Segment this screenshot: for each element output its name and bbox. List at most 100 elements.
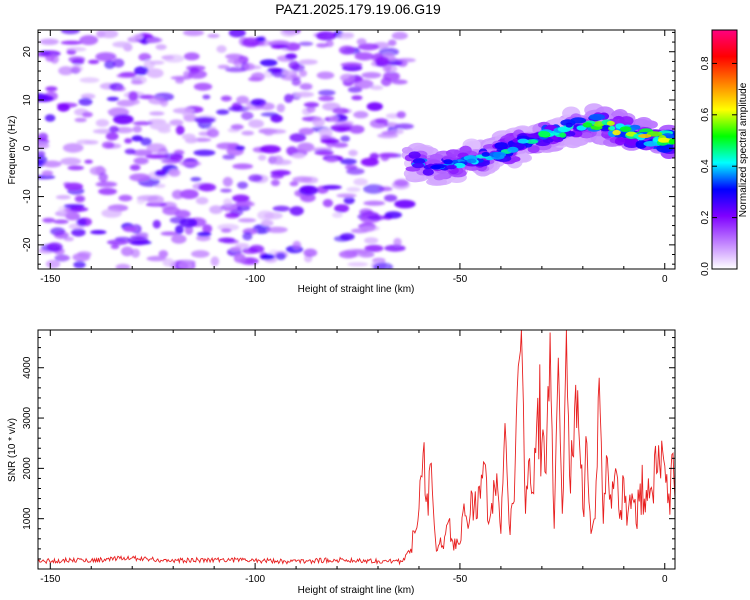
- noise-blob: [339, 233, 355, 241]
- noise-blob: [340, 32, 355, 38]
- signal-blob: [494, 142, 509, 150]
- noise-blob: [80, 93, 96, 100]
- noise-blob: [353, 111, 369, 119]
- signal-blob: [481, 152, 490, 157]
- noise-blob: [161, 55, 175, 60]
- noise-blob: [158, 250, 169, 258]
- noise-blob: [171, 189, 184, 200]
- noise-blob: [177, 260, 193, 269]
- colorbar-tick-label: 0.2: [700, 210, 711, 224]
- noise-blob: [217, 64, 230, 69]
- noise-blob: [124, 148, 136, 155]
- noise-blob: [185, 137, 198, 144]
- spectrogram-x-tick-label: -50: [453, 274, 468, 285]
- noise-blob: [38, 174, 56, 180]
- noise-blob: [38, 155, 48, 165]
- noise-blob: [45, 259, 61, 269]
- noise-blob: [145, 154, 168, 159]
- noise-blob: [291, 153, 306, 159]
- noise-blob: [95, 119, 110, 127]
- noise-blob: [66, 46, 87, 52]
- noise-blob: [361, 72, 382, 79]
- signal-blob: [525, 139, 539, 144]
- noise-blob: [216, 109, 230, 115]
- noise-blob: [129, 164, 141, 171]
- noise-blob: [131, 149, 153, 157]
- noise-blob: [74, 117, 87, 123]
- noise-blob: [224, 212, 240, 219]
- noise-blob: [195, 196, 209, 205]
- noise-blob: [170, 75, 192, 80]
- signal-blob: [657, 137, 671, 143]
- noise-blob: [132, 121, 153, 126]
- signal-blob: [445, 149, 462, 157]
- noise-blob: [303, 102, 319, 108]
- noise-blob: [38, 52, 53, 57]
- noise-blob: [146, 255, 167, 262]
- snr-x-tick-label: 0: [662, 574, 668, 585]
- noise-blob: [259, 59, 278, 67]
- noise-blob: [160, 231, 178, 236]
- signal-blob: [619, 126, 632, 132]
- noise-blob: [193, 82, 213, 91]
- noise-blob: [100, 30, 119, 39]
- signal-blob: [656, 143, 674, 153]
- noise-blob: [244, 105, 265, 111]
- noise-blob: [272, 205, 290, 212]
- noise-blob: [298, 41, 314, 46]
- noise-blob: [340, 62, 363, 68]
- noise-blob: [55, 195, 71, 200]
- noise-blob: [42, 160, 62, 168]
- noise-blob: [77, 251, 92, 258]
- noise-blob: [353, 178, 368, 186]
- noise-blob: [92, 128, 115, 134]
- colorbar-gradient: [711, 29, 738, 270]
- noise-blob: [346, 168, 365, 175]
- noise-blob: [298, 59, 318, 65]
- noise-blob: [233, 58, 243, 67]
- noise-blob: [168, 168, 181, 177]
- noise-blob: [79, 77, 100, 83]
- noise-blob: [280, 30, 298, 37]
- noise-blob: [318, 89, 336, 96]
- noise-blob: [184, 225, 194, 235]
- noise-blob: [264, 212, 283, 220]
- noise-blob: [115, 86, 126, 92]
- noise-blob: [322, 199, 334, 208]
- spectrogram-x-tick-label: -150: [40, 274, 60, 285]
- noise-blob: [270, 179, 280, 187]
- noise-blob: [336, 193, 357, 198]
- colorbar: 0.0 0.2 0.4 0.6 0.8 Normalized spectral ampl…: [700, 29, 749, 276]
- noise-blob: [381, 130, 396, 136]
- noise-blob: [130, 80, 143, 85]
- noise-blob-layer: [38, 30, 416, 269]
- noise-blob: [298, 127, 314, 136]
- noise-blob: [44, 114, 56, 122]
- noise-blob: [391, 31, 408, 40]
- snr-y-label: SNR (10 * v/v): [7, 418, 18, 482]
- noise-blob: [363, 200, 386, 206]
- noise-blob: [202, 224, 213, 234]
- signal-blob: [606, 120, 615, 126]
- noise-blob: [394, 123, 414, 130]
- noise-blob: [233, 253, 246, 264]
- noise-blob: [275, 159, 292, 166]
- noise-blob: [220, 203, 242, 212]
- snr-axes: -150 -100 -50 0 1000 2000 3000 4000: [22, 330, 675, 585]
- noise-blob: [69, 64, 84, 73]
- noise-blob: [175, 225, 184, 235]
- noise-blob: [194, 116, 216, 124]
- noise-blob: [121, 246, 134, 257]
- noise-blob: [127, 236, 149, 246]
- colorbar-tick-label: 0.8: [700, 56, 711, 70]
- noise-blob: [53, 219, 69, 224]
- noise-blob: [325, 157, 338, 163]
- noise-blob: [285, 53, 297, 60]
- noise-blob: [289, 133, 307, 143]
- noise-blob: [276, 103, 285, 113]
- noise-blob: [332, 142, 349, 148]
- spectrogram-y-tick-label: 20: [22, 46, 33, 58]
- noise-blob: [318, 95, 335, 102]
- noise-blob: [149, 122, 172, 131]
- noise-blob: [138, 53, 152, 62]
